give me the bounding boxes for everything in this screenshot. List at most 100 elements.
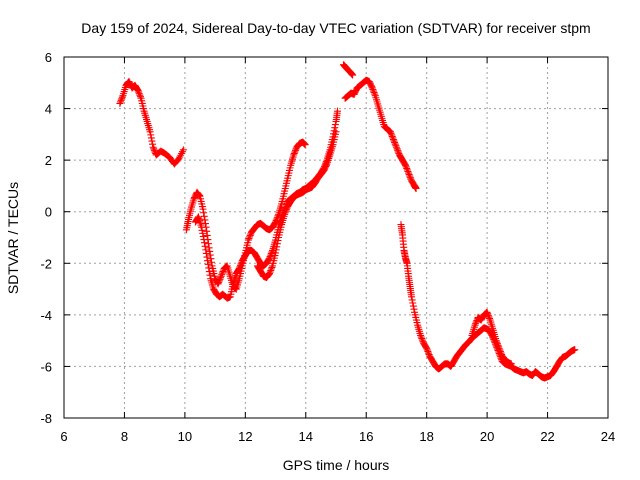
data-point: [290, 151, 298, 159]
data-point: [266, 268, 274, 276]
segment-5: [340, 61, 357, 79]
data-point: [215, 277, 223, 285]
data-point: [322, 161, 330, 169]
data-point: [117, 96, 125, 104]
data-point: [266, 270, 274, 278]
data-point: [199, 229, 207, 237]
data-point: [195, 191, 203, 199]
data-point: [135, 90, 143, 98]
data-point: [368, 84, 376, 92]
data-point: [272, 218, 280, 226]
data-point: [331, 121, 339, 129]
data-point: [471, 321, 479, 329]
data-point: [272, 246, 280, 254]
chart-title: Day 159 of 2024, Sidereal Day-to-day VTE…: [81, 20, 590, 36]
data-point: [204, 260, 212, 268]
data-point: [274, 237, 282, 245]
data-point: [472, 320, 480, 328]
segment-1: [116, 77, 187, 168]
data-point: [216, 275, 224, 283]
grid: [64, 57, 608, 418]
data-point: [135, 88, 143, 96]
data-point: [417, 331, 425, 339]
data-point: [386, 128, 394, 136]
x-tick-label: 6: [60, 429, 67, 444]
data-point: [203, 227, 211, 235]
data-point: [291, 148, 299, 156]
data-point: [201, 239, 209, 247]
data-point: [334, 107, 342, 115]
data-point: [149, 143, 157, 151]
x-tick-label: 16: [359, 429, 373, 444]
data-point: [202, 246, 210, 254]
data-point: [219, 268, 227, 276]
data-point: [402, 161, 410, 169]
data-point: [199, 205, 207, 213]
data-point: [273, 243, 281, 251]
data-point: [267, 267, 275, 275]
data-point: [200, 209, 208, 217]
y-tick-label: -8: [40, 411, 52, 426]
data-point: [201, 216, 209, 224]
data-point: [292, 146, 300, 154]
y-axis-label: SDTVAR / TECUs: [5, 182, 21, 294]
data-point: [331, 124, 339, 132]
data-point: [205, 268, 213, 276]
plot-frame: [63, 56, 609, 419]
data-point: [218, 271, 226, 279]
x-axis-label: GPS time / hours: [283, 457, 390, 473]
x-tick-label: 12: [238, 429, 252, 444]
data-point: [301, 141, 309, 149]
data-point: [409, 302, 417, 310]
data-point: [236, 261, 244, 269]
segment-6: [341, 76, 420, 193]
data-point: [484, 311, 492, 319]
data-point: [393, 145, 401, 153]
data-point: [424, 349, 432, 357]
data-point: [391, 139, 399, 147]
data-point: [205, 264, 213, 272]
data-point: [203, 253, 211, 261]
data-point: [200, 236, 208, 244]
data-point: [282, 207, 290, 215]
data-point: [202, 249, 210, 257]
data-point: [494, 341, 502, 349]
data-point: [391, 140, 399, 148]
y-tick-label: 2: [45, 153, 52, 168]
data-point: [424, 347, 432, 355]
x-tick-label: 18: [419, 429, 433, 444]
x-tick-label: 10: [178, 429, 192, 444]
data-point: [418, 336, 426, 344]
x-tick-label: 8: [121, 429, 128, 444]
data-point: [497, 349, 505, 357]
data-point: [215, 278, 223, 286]
data-point: [273, 240, 281, 248]
data-point: [423, 346, 431, 354]
data-point: [237, 260, 245, 268]
data-point: [387, 129, 395, 137]
data-point: [332, 128, 340, 136]
data-point: [404, 167, 412, 175]
data-point: [267, 265, 275, 273]
segment-2: [182, 138, 309, 293]
y-tick-label: -4: [40, 308, 52, 323]
data-point: [403, 164, 411, 172]
data-point: [394, 146, 402, 154]
segment-4: [253, 128, 340, 281]
y-tick-label: 6: [45, 50, 52, 65]
data-point: [409, 299, 417, 307]
data-point: [195, 191, 203, 199]
data-point: [268, 248, 276, 256]
data-point: [392, 143, 400, 151]
data-point: [204, 257, 212, 265]
x-tick-label: 22: [540, 429, 554, 444]
data-point: [179, 146, 187, 154]
data-point: [410, 305, 418, 313]
data-point: [281, 209, 289, 217]
data-point: [390, 137, 398, 145]
data-point: [198, 226, 206, 234]
data-point: [388, 132, 396, 140]
data-point: [408, 293, 416, 301]
data-point: [402, 163, 410, 171]
